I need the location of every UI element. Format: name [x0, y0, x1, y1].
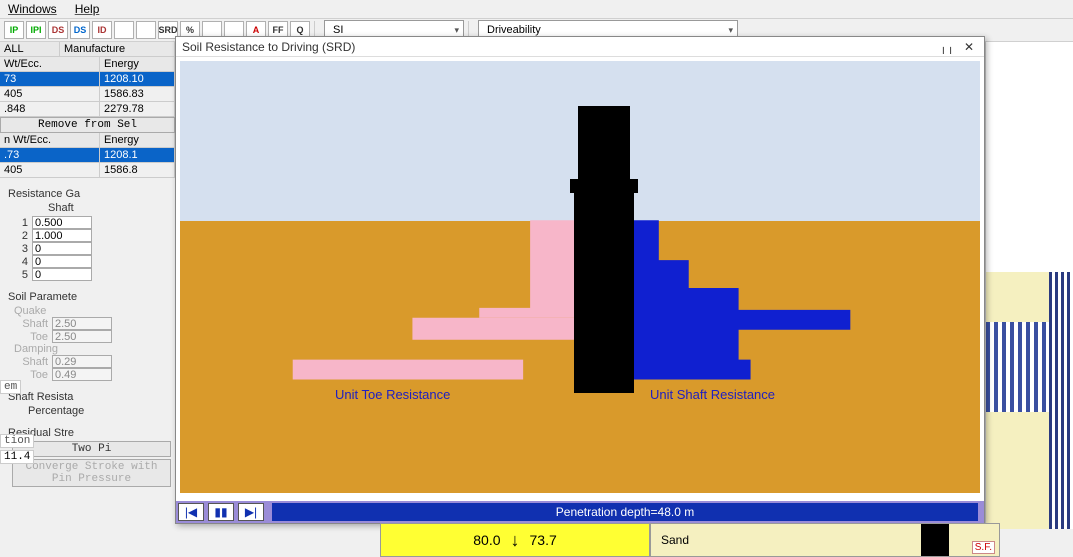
- close-icon[interactable]: ✕: [960, 40, 978, 54]
- row-index: 3: [14, 243, 28, 255]
- section-title: Soil Paramete: [8, 291, 175, 303]
- hammer-row[interactable]: 4051586.8: [0, 163, 175, 178]
- filter-mfg[interactable]: Manufacture: [60, 42, 175, 56]
- damp-toe-label: Toe: [8, 369, 48, 381]
- menu-bar: Windows Help: [0, 0, 1073, 18]
- col-wt2: n Wt/Ecc.: [0, 133, 100, 147]
- soil-layer: [986, 412, 1049, 529]
- sand-layer: Sand S.F.: [650, 523, 1000, 557]
- row-index: 5: [14, 269, 28, 281]
- depth-v2: 73.7: [530, 532, 557, 548]
- section-sub: Percentage: [28, 405, 175, 417]
- stratigraphy-strip: [985, 42, 1073, 529]
- pause-button[interactable]: ▮▮: [208, 503, 234, 521]
- hammer-row[interactable]: 4051586.83: [0, 87, 175, 102]
- gain-input[interactable]: [32, 216, 92, 229]
- damp-toe-input[interactable]: [52, 368, 112, 381]
- quake-toe-input[interactable]: [52, 330, 112, 343]
- toolbar-button[interactable]: IPI: [26, 21, 46, 39]
- menu-windows[interactable]: Windows: [8, 2, 57, 16]
- row-index: 2: [14, 230, 28, 242]
- quake-label: Quake: [14, 305, 175, 317]
- toe-resistance-shape: [479, 220, 579, 318]
- hammer-row[interactable]: 731208.10: [0, 72, 175, 87]
- quake-shaft-label: Shaft: [8, 318, 48, 330]
- toolbar-button[interactable]: DS: [70, 21, 90, 39]
- srd-canvas: Unit Toe Resistance Unit Shaft Resistanc…: [180, 61, 980, 493]
- col-wt: Wt/Ecc.: [0, 57, 100, 71]
- gain-input[interactable]: [32, 229, 92, 242]
- toolbar-button[interactable]: [136, 21, 156, 39]
- toolbar-button[interactable]: ID: [92, 21, 112, 39]
- toolbar-button[interactable]: IP: [4, 21, 24, 39]
- soil-layer: [986, 272, 1049, 322]
- remove-selection-button[interactable]: Remove from Sel: [0, 117, 175, 133]
- row-index: 1: [14, 217, 28, 229]
- hammer-row[interactable]: .8482279.78: [0, 102, 175, 117]
- converge-button[interactable]: Converge Stroke with Pin Pressure: [12, 459, 171, 487]
- toe-resistance-shape: [293, 360, 523, 380]
- section-title: Shaft Resista: [8, 391, 175, 403]
- resistance-gain-section: Resistance Ga Shaft 12345: [0, 188, 175, 281]
- damp-shaft-input[interactable]: [52, 355, 112, 368]
- play-button[interactable]: ▶|: [238, 503, 264, 521]
- section-sub: Shaft: [48, 202, 175, 214]
- soil-layer: [986, 322, 1049, 412]
- row-index: 4: [14, 256, 28, 268]
- penetration-text: Penetration depth=48.0 m: [272, 503, 978, 521]
- srd-titlebar[interactable]: Soil Resistance to Driving (SRD) ╷╷ ✕: [176, 37, 984, 57]
- depth-indicator: 80.0 ↓ 73.7: [380, 523, 650, 557]
- quake-shaft-input[interactable]: [52, 317, 112, 330]
- unit-toe-label: Unit Toe Resistance: [335, 387, 450, 402]
- gain-input[interactable]: [32, 242, 92, 255]
- srd-playbar: |◀ ▮▮ ▶| Penetration depth=48.0 m: [176, 501, 984, 523]
- float-em: em: [0, 380, 21, 394]
- shaft-resist-section: Shaft Resista Percentage: [0, 391, 175, 417]
- damp-shaft-label: Shaft: [8, 356, 48, 368]
- minimize-icon[interactable]: ╷╷: [938, 40, 956, 54]
- rewind-button[interactable]: |◀: [178, 503, 204, 521]
- bottom-pile: [921, 524, 949, 556]
- col-energy2: Energy: [100, 133, 175, 147]
- srd-window: Soil Resistance to Driving (SRD) ╷╷ ✕ Un…: [175, 36, 985, 524]
- menu-help[interactable]: Help: [75, 2, 100, 16]
- down-arrow-icon: ↓: [511, 530, 520, 551]
- quake-toe-label: Toe: [8, 331, 48, 343]
- col-energy: Energy: [100, 57, 175, 71]
- left-panel: ALL Manufacture Wt/Ecc. Energy 731208.10…: [0, 42, 175, 557]
- toe-resistance-shape: [412, 318, 579, 340]
- sand-label: Sand: [661, 533, 689, 547]
- unit-shaft-label: Unit Shaft Resistance: [650, 387, 775, 402]
- pile-collar: [570, 179, 638, 193]
- soil-column: [1049, 272, 1073, 529]
- gain-input[interactable]: [32, 255, 92, 268]
- toolbar-button[interactable]: DS: [48, 21, 68, 39]
- sf-badge: S.F.: [972, 541, 995, 554]
- section-title: Resistance Ga: [8, 188, 175, 200]
- bottom-strip: 80.0 ↓ 73.7 Sand S.F.: [380, 523, 1000, 557]
- float-val: 11.4: [0, 450, 34, 464]
- float-tion: tion: [0, 434, 34, 448]
- two-pi-button[interactable]: Two Pi: [12, 441, 171, 457]
- pile-shaft: [574, 193, 634, 393]
- soil-params-section: Soil Paramete Quake Shaft Toe Damping Sh…: [0, 291, 175, 381]
- gain-input[interactable]: [32, 268, 92, 281]
- toolbar-button[interactable]: [114, 21, 134, 39]
- filter-all[interactable]: ALL: [0, 42, 60, 56]
- hammer-row[interactable]: .731208.1: [0, 148, 175, 163]
- depth-v1: 80.0: [473, 532, 500, 548]
- srd-title-text: Soil Resistance to Driving (SRD): [182, 40, 355, 54]
- shaft-resistance-shape: [628, 220, 850, 379]
- damping-label: Damping: [14, 343, 175, 355]
